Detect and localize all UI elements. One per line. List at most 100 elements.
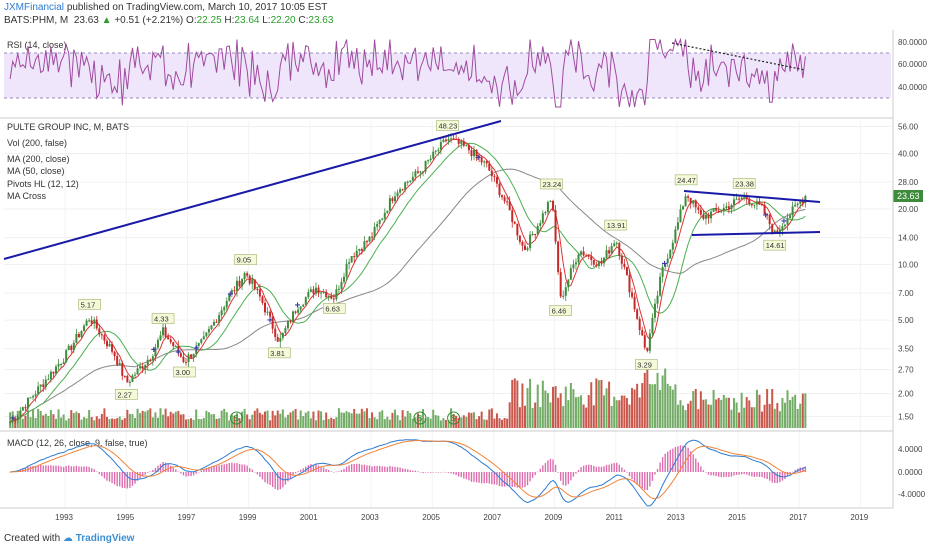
volume-bar: [636, 383, 639, 428]
candle-body: [32, 396, 35, 398]
macd-hist-bar: [559, 472, 562, 481]
macd-hist-bar: [565, 472, 567, 486]
candle-body: [156, 339, 159, 348]
volume-bar: [638, 397, 641, 428]
candle-body: [470, 150, 473, 157]
candle-body: [541, 213, 544, 224]
macd-hist-bar: [475, 472, 478, 483]
candle-body: [49, 371, 52, 380]
footer-brand[interactable]: TradingView: [75, 533, 135, 544]
candle-body: [312, 289, 315, 294]
candle-body: [485, 161, 488, 164]
volume-bar: [376, 419, 379, 428]
publisher-name[interactable]: JXMFinancial: [4, 2, 65, 13]
macd-hist-bar: [241, 464, 243, 472]
candle-body: [766, 213, 769, 216]
volume-bar: [207, 412, 210, 428]
pivot-label-box: [151, 313, 175, 324]
volume-bar: [712, 389, 715, 428]
macd-hist-bar: [542, 465, 544, 472]
volume-bar: [353, 408, 356, 428]
candle-body: [498, 183, 501, 196]
macd-hist-bar: [616, 462, 618, 472]
candle-body: [682, 206, 685, 210]
candle-body: [699, 209, 702, 215]
volume-bar: [77, 413, 80, 428]
macd-hist-bar: [391, 466, 394, 472]
candle-body: [220, 310, 223, 316]
volume-bar: [93, 420, 96, 428]
ma-cross-label: S: [451, 414, 456, 423]
candle-body: [200, 339, 203, 343]
volume-bar: [350, 413, 353, 428]
pivot-label: 5.17: [81, 300, 96, 309]
candle-body: [47, 379, 50, 381]
volume-bar: [442, 418, 445, 428]
volume-bar: [179, 414, 182, 428]
volume-bar: [572, 389, 575, 428]
macd-hist-bar: [65, 466, 67, 472]
macd-hist-bar: [205, 468, 208, 472]
volume-bar: [664, 368, 667, 428]
candle-body: [131, 375, 134, 382]
candle-body: [539, 223, 542, 226]
candle-body: [666, 258, 669, 264]
candle-body: [197, 342, 200, 347]
macd-hist-bar: [203, 469, 205, 472]
volume-bar: [90, 417, 93, 428]
candle-body: [348, 262, 351, 264]
candle-body: [475, 149, 478, 157]
candle-body: [684, 196, 687, 207]
candle-body: [248, 275, 251, 284]
candle-body: [495, 177, 498, 184]
macd-hist-bar: [363, 464, 366, 472]
volume-bar: [164, 408, 167, 428]
pivot-label: 6.63: [325, 304, 340, 313]
macd-hist-bar: [577, 470, 580, 472]
macd-hist-bar: [175, 469, 177, 472]
macd-title: MACD (12, 26, close, 9, false, true): [7, 438, 148, 448]
pivot-label: 6.46: [552, 307, 567, 316]
macd-hist-bar: [720, 472, 722, 478]
price-tick-label: 3.50: [898, 345, 914, 354]
macd-hist-bar: [34, 465, 37, 472]
macd-hist-bar: [552, 459, 554, 472]
macd-hist-bar: [514, 472, 516, 487]
candle-body: [62, 362, 65, 365]
macd-hist-bar: [424, 472, 427, 473]
pivot-label-box: [78, 299, 101, 310]
pivot-label: 9.05: [237, 256, 252, 265]
macd-hist-bar: [246, 465, 248, 472]
candle-body: [562, 295, 565, 297]
macd-hist-bar: [567, 472, 570, 485]
candle-body: [386, 210, 389, 213]
macd-hist-bar: [75, 465, 78, 472]
rsi-line: [9, 37, 806, 108]
cross-plus-marker: +: [763, 210, 769, 221]
macd-hist-bar: [771, 472, 773, 483]
candle-body: [271, 316, 274, 329]
macd-hist-bar: [103, 472, 106, 479]
triangle-lower-line: [691, 231, 821, 236]
candle-body: [302, 304, 305, 307]
macd-hist-bar: [154, 467, 157, 472]
volume-bar: [70, 410, 73, 428]
volume-bar: [98, 418, 101, 428]
year-tick-label: 2013: [667, 513, 685, 522]
volume-bar: [450, 408, 453, 428]
volume-bar: [600, 379, 603, 428]
volume-bar: [177, 410, 180, 428]
macd-hist-bar: [460, 472, 462, 478]
volume-bar: [184, 419, 187, 428]
macd-hist-bar: [386, 466, 389, 472]
candle-body: [164, 327, 167, 337]
candle-body: [656, 295, 659, 304]
pivot-label-box: [173, 366, 196, 378]
macd-hist-bar: [101, 472, 103, 477]
candle-body: [299, 306, 302, 310]
macd-hist-bar: [526, 472, 529, 486]
volume-bar: [643, 372, 646, 428]
candle-body: [111, 344, 114, 352]
volume-bar: [195, 409, 198, 428]
